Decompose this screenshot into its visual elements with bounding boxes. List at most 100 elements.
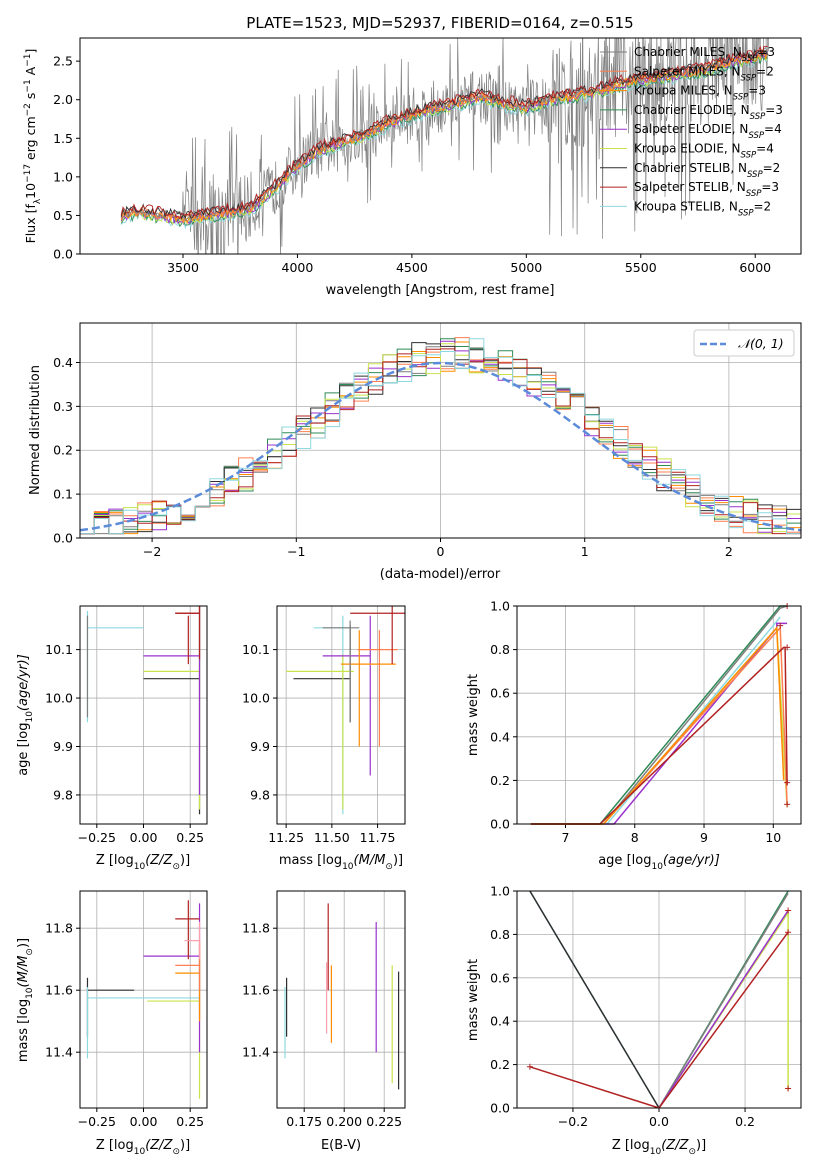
legend-entry-salpeter-elodie: Salpeter ELODIE, NSSP=4	[634, 122, 782, 141]
cumulative-age-marker	[784, 644, 791, 651]
age-vs-metallicity-panel: −0.25 0.00 0.25 9.8 9.9 10.0 10.1 Z [log10(Z/Z…	[16, 605, 208, 872]
spectrum-ylabel: Flux [fλ10−17 erg cm−2 s−1 A−1]	[23, 49, 43, 244]
cumulative-age-line-kroupa-stelib	[530, 616, 781, 825]
y-tick-label: 1.5	[53, 131, 73, 146]
spectrum-panel: PLATE=1523, MJD=52937, FIBERID=0164, z=0…	[23, 14, 802, 298]
cumulative-z-line-salpeter-elodie	[658, 910, 789, 1109]
mass-weight-vs-metallicity-xlabel: Z [log10(Z/Z⊙)]	[612, 1138, 706, 1157]
x-tick-label: 8	[631, 830, 639, 845]
y-tick-label: 10.0	[242, 691, 270, 706]
x-tick-label: 0.25	[176, 1114, 204, 1129]
y-tick-label: 0.4	[490, 1014, 510, 1029]
x-tick-label: 0.2	[735, 1114, 755, 1129]
y-tick-label: 0.6	[490, 970, 510, 985]
histogram-legend-box	[693, 329, 795, 357]
x-tick-label: 11.50	[314, 830, 350, 845]
y-tick-label: 11.6	[45, 983, 73, 998]
y-tick-label: 0.1	[53, 487, 73, 502]
y-tick-label: 11.8	[242, 921, 270, 936]
x-tick-label: 1	[581, 544, 589, 559]
histogram-frame	[79, 322, 802, 539]
cumulative-age-line-chabrier-miles	[530, 605, 788, 825]
cumulative-z-line-chabrier-stelib	[529, 890, 660, 1109]
mass-weight-vs-age-plot-area: 7 8 9 10 0.0 0.2 0.4 0.6 0.8 1.0	[490, 599, 801, 845]
y-tick-label: 2.0	[53, 92, 73, 107]
histogram-legend: 𝒩(0, 1)	[693, 329, 795, 357]
mass-vs-ebv-panel: 0.175 0.200 0.225 11.4 11.6 11.8 E(B-V)	[242, 890, 406, 1153]
mass-vs-metallicity-xlabel: Z [log10(Z/Z⊙)]	[96, 1138, 190, 1157]
histogram-legend-label: 𝒩(0, 1)	[738, 336, 784, 351]
age-vs-metallicity-frame	[79, 605, 208, 825]
x-tick-label: 11.25	[268, 830, 304, 845]
y-tick-label: 0.3	[53, 399, 73, 414]
mass-weight-vs-age-xlabel: age [log10(age/yr)]	[598, 853, 720, 872]
y-tick-label: 0.0	[53, 531, 73, 546]
spectrum-data-line	[120, 38, 770, 254]
age-vs-mass-panel: 11.25 11.50 11.75 9.8 9.9 10.0 10.1 mass [log1…	[242, 605, 406, 872]
mass-weight-vs-metallicity-plot-area: −0.2 0.0 0.2 0.0 0.2 0.4 0.6 0.8 1.0	[490, 884, 801, 1129]
y-tick-label: 0.2	[490, 773, 510, 788]
x-tick-label: 2	[725, 544, 733, 559]
y-tick-label: 9.9	[53, 739, 73, 754]
y-tick-label: 10.1	[242, 642, 270, 657]
x-tick-label: 5000	[510, 260, 542, 275]
x-tick-label: 0.225	[366, 1114, 402, 1129]
y-tick-label: 1.0	[490, 884, 510, 899]
cumulative-age-marker	[777, 622, 784, 629]
mass-vs-metallicity-ylabel: mass [log10(M/M⊙)]	[16, 938, 35, 1062]
mass-weight-vs-age-panel: 7 8 9 10 0.0 0.2 0.4 0.6 0.8 1.0 age [log10(age/y…	[466, 599, 802, 872]
x-tick-label: 4000	[282, 260, 314, 275]
mass-vs-ebv-xlabel: E(B-V)	[321, 1138, 361, 1153]
x-tick-label: 10	[765, 830, 781, 845]
cumulative-z-marker	[785, 907, 792, 914]
cumulative-age-line-salpeter-stelib	[530, 646, 788, 825]
histogram-xlabel: (data-model)/error	[380, 567, 501, 582]
x-tick-label: 4500	[396, 260, 428, 275]
y-tick-label: 0.5	[53, 208, 73, 223]
cumulative-age-line-chabrier-elodie	[530, 605, 788, 825]
mass-vs-ebv-plot-area: 0.175 0.200 0.225 11.4 11.6 11.8	[242, 891, 405, 1129]
spectrum-frame	[79, 37, 802, 255]
y-tick-label: 1.0	[53, 169, 73, 184]
age-vs-mass-frame	[276, 605, 406, 825]
spectrum-xlabel: wavelength [Angstrom, rest frame]	[326, 283, 555, 298]
y-tick-label: 0.2	[53, 443, 73, 458]
mass-weight-vs-metallicity-panel: −0.2 0.0 0.2 0.0 0.2 0.4 0.6 0.8 1.0 Z [log10(Z/…	[466, 884, 802, 1157]
x-tick-label: 3500	[167, 260, 199, 275]
legend-entry-kroupa-elodie: Kroupa ELODIE, NSSP=4	[634, 142, 774, 161]
y-tick-label: 10.1	[45, 642, 73, 657]
mass-weight-vs-age-frame	[516, 605, 802, 825]
histogram-panel: −2 −1 0 1 2 0.0 0.1 0.2 0.3 0.4 (data-model)/erro…	[28, 322, 802, 582]
hist-step-kroupa-stelib	[80, 338, 801, 535]
cumulative-z-marker	[526, 1063, 533, 1070]
mass-vs-metallicity-panel: −0.25 0.00 0.25 11.4 11.6 11.8 Z [log10(Z/Z⊙)…	[16, 890, 208, 1157]
y-tick-label: 11.6	[242, 983, 270, 998]
cumulative-age-marker	[784, 779, 791, 786]
y-tick-label: 0.8	[490, 642, 510, 657]
x-tick-label: −0.25	[78, 1114, 116, 1129]
age-vs-mass-xlabel: mass [log10(M/M⊙)]	[279, 853, 403, 872]
x-tick-label: −0.25	[78, 830, 116, 845]
mass-weight-vs-age-ylabel: mass weight	[466, 674, 481, 756]
x-tick-label: −1	[287, 544, 305, 559]
y-tick-label: 11.4	[45, 1045, 73, 1060]
x-tick-label: 0.175	[286, 1114, 322, 1129]
mass-weight-vs-metallicity-ylabel: mass weight	[466, 959, 481, 1041]
x-tick-label: −2	[143, 544, 161, 559]
y-tick-label: 1.0	[490, 599, 510, 614]
y-tick-label: 0.4	[53, 355, 73, 370]
cumulative-age-line-salpeter-miles	[530, 625, 788, 825]
cumulative-z-marker	[785, 1085, 792, 1092]
age-vs-mass-plot-area: 11.25 11.50 11.75 9.8 9.9 10.0 10.1	[242, 606, 405, 845]
y-tick-label: 0.0	[490, 817, 510, 832]
age-vs-metallicity-ylabel: age [log10(age/yr)]	[16, 654, 35, 776]
cumulative-age-marker	[784, 801, 791, 808]
y-tick-label: 0.2	[490, 1057, 510, 1072]
y-tick-label: 2.5	[53, 54, 73, 69]
x-tick-label: 0	[437, 544, 445, 559]
cumulative-age-line-salpeter-elodie	[530, 622, 788, 825]
y-tick-label: 9.8	[53, 787, 73, 802]
x-tick-label: 6000	[739, 260, 771, 275]
